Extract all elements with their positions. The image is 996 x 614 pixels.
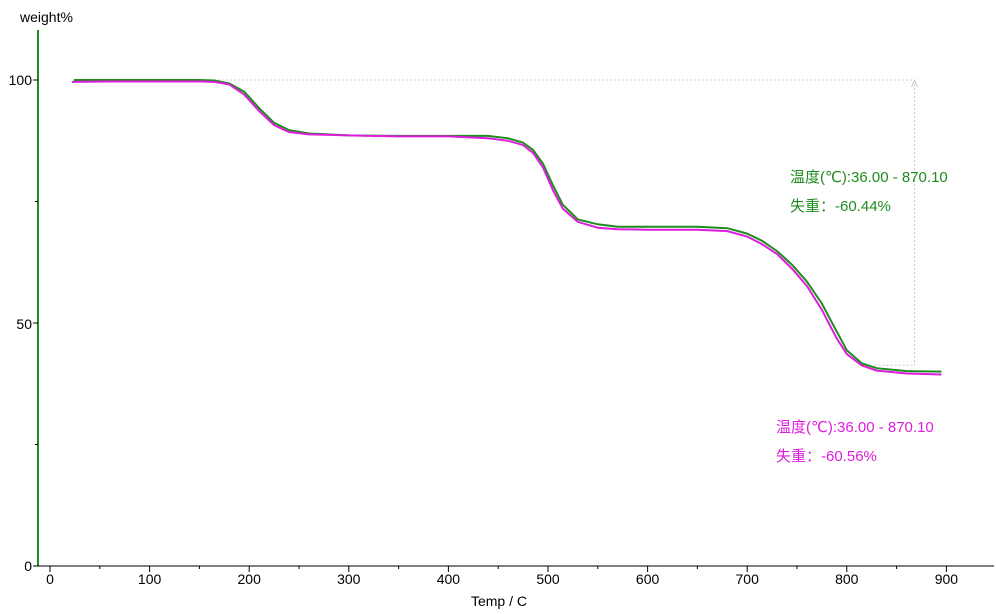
- x-tick-label-300: 300: [337, 571, 361, 587]
- x-tick-label-100: 100: [138, 571, 162, 587]
- x-tick-label-400: 400: [437, 571, 461, 587]
- x-tick-label-700: 700: [736, 571, 760, 587]
- y-axis-title: weight%: [19, 9, 73, 25]
- annotation-magenta-loss: 失重：-60.56%: [776, 448, 877, 465]
- axis-ticks: [33, 79, 947, 572]
- annotation-green-temp: 温度(℃):36.00 - 870.10: [790, 169, 948, 186]
- y-tick-label-50: 50: [16, 316, 32, 332]
- x-axis-title: Temp / C: [471, 593, 527, 609]
- x-tick-label-900: 900: [935, 571, 959, 587]
- series-line-green: [73, 79, 942, 373]
- x-tick-label-800: 800: [835, 571, 859, 587]
- weight-loss-reference: [73, 78, 918, 366]
- series-line-magenta: [71, 80, 942, 376]
- x-tick-label-600: 600: [636, 571, 660, 587]
- y-tick-label-0: 0: [24, 558, 32, 574]
- x-tick-label-0: 0: [46, 571, 54, 587]
- x-tick-label-200: 200: [238, 571, 262, 587]
- x-tick-labels: 0 100 200 300 400 500 600 700 800 900: [46, 571, 958, 587]
- reference-arrow-head: [911, 78, 918, 88]
- annotation-magenta-temp: 温度(℃):36.00 - 870.10: [776, 419, 934, 436]
- y-tick-label-100: 100: [9, 72, 33, 88]
- x-tick-label-500: 500: [536, 571, 560, 587]
- annotation-green-loss: 失重：-60.44%: [790, 198, 891, 215]
